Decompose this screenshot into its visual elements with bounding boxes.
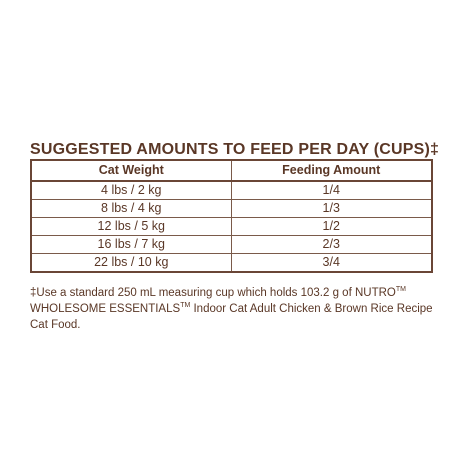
table-row: 22 lbs / 10 kg 3/4 — [30, 253, 433, 273]
column-header-cat-weight: Cat Weight — [30, 159, 232, 182]
feeding-table: Cat Weight Feeding Amount 4 lbs / 2 kg 1… — [30, 159, 433, 273]
cat-weight-cell: 12 lbs / 5 kg — [30, 217, 232, 236]
footnote-text-3: Indoor Cat Adult Chicken & Brown Rice Re… — [30, 303, 433, 331]
footnote-text-2: WHOLESOME ESSENTIALS — [30, 303, 181, 315]
cat-weight-cell: 16 lbs / 7 kg — [30, 235, 232, 254]
feeding-amount-cell: 1/3 — [230, 199, 433, 218]
trademark-mark: TM — [395, 286, 406, 294]
feeding-amount-cell: 3/4 — [230, 253, 433, 273]
feeding-amount-cell: 1/4 — [230, 180, 433, 200]
trademark-mark: TM — [180, 302, 191, 310]
feeding-amount-cell: 2/3 — [230, 235, 433, 254]
footnote-text-1: ‡Use a standard 250 mL measuring cup whi… — [30, 287, 396, 299]
feeding-amount-cell: 1/2 — [230, 217, 433, 236]
cat-weight-cell: 22 lbs / 10 kg — [30, 253, 232, 273]
table-row: 16 lbs / 7 kg 2/3 — [30, 235, 433, 254]
table-row: 12 lbs / 5 kg 1/2 — [30, 217, 433, 236]
page-title: SUGGESTED AMOUNTS TO FEED PER DAY (CUPS)… — [30, 141, 440, 158]
table-row: 4 lbs / 2 kg 1/4 — [30, 180, 433, 200]
table-row: 8 lbs / 4 kg 1/3 — [30, 199, 433, 218]
footnote: ‡Use a standard 250 mL measuring cup whi… — [30, 285, 440, 333]
column-header-feeding-amount: Feeding Amount — [230, 159, 433, 182]
cat-weight-cell: 8 lbs / 4 kg — [30, 199, 232, 218]
table-header-row: Cat Weight Feeding Amount — [30, 159, 433, 182]
cat-weight-cell: 4 lbs / 2 kg — [30, 180, 232, 200]
